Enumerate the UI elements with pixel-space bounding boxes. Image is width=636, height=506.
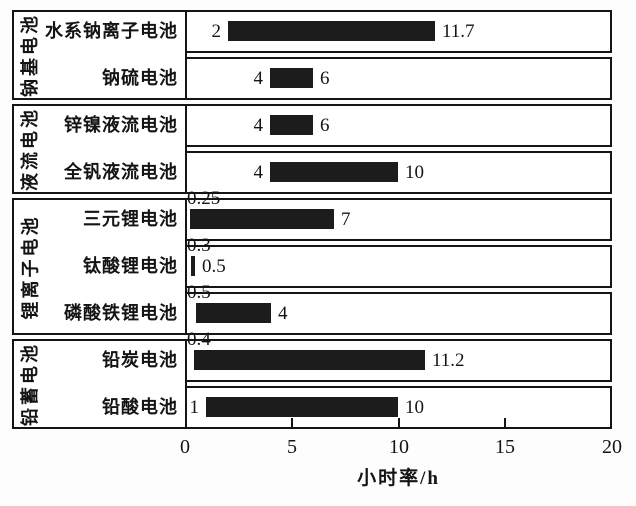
x-axis-tick-label: 15 <box>495 436 515 458</box>
battery-row-label: 铅炭电池 <box>102 350 178 370</box>
x-axis-tick <box>398 418 400 427</box>
battery-row-label: 钛酸锂电池 <box>83 256 178 276</box>
x-axis-label: 小时率/h <box>357 468 440 489</box>
group-box: 锂离子电池 <box>12 198 187 335</box>
bar-min-value: 2 <box>211 21 222 42</box>
x-axis-tick-label: 20 <box>602 436 622 458</box>
bar-max-value: 7 <box>341 209 351 230</box>
bar-max-value: 11.2 <box>432 350 465 371</box>
bar-max-value: 4 <box>278 303 288 324</box>
bar-min-value: 0.25 <box>187 188 221 209</box>
range-bar <box>270 115 313 135</box>
bar-max-value: 6 <box>320 115 330 136</box>
x-axis-tick <box>291 418 293 427</box>
plot-row-box <box>185 57 612 100</box>
battery-row-label: 磷酸铁锂电池 <box>64 303 178 323</box>
bar-min-value: 4 <box>253 162 264 183</box>
group-box: 铅蓄电池 <box>12 339 187 429</box>
battery-row-label: 铅酸电池 <box>102 397 178 417</box>
x-axis-tick-label: 10 <box>389 436 409 458</box>
range-bar <box>191 256 195 276</box>
range-bar <box>270 68 313 88</box>
battery-row-label: 全钒液流电池 <box>64 162 178 182</box>
plot-row-box <box>185 245 612 288</box>
bar-max-value: 11.7 <box>442 21 475 42</box>
battery-row-label: 锌镍液流电池 <box>64 115 178 135</box>
range-bar <box>270 162 398 182</box>
battery-row-label: 钠硫电池 <box>102 68 178 88</box>
group-box: 液流电池 <box>12 104 187 194</box>
battery-row-label: 水系钠离子电池 <box>45 21 178 41</box>
bar-min-value: 0.3 <box>187 235 211 256</box>
bar-max-value: 0.5 <box>202 256 226 277</box>
x-axis-tick-label: 5 <box>287 436 297 458</box>
bar-min-value: 0.4 <box>187 329 211 350</box>
plot-row-box <box>185 151 612 194</box>
range-bar <box>206 397 398 417</box>
bar-min-value: 4 <box>253 115 264 136</box>
range-bar <box>190 209 334 229</box>
bar-max-value: 10 <box>405 162 424 183</box>
range-bar <box>228 21 435 41</box>
bar-min-value: 0.5 <box>187 282 211 303</box>
bar-max-value: 6 <box>320 68 330 89</box>
battery-row-label: 三元锂电池 <box>83 209 178 229</box>
bar-min-value: 1 <box>189 397 200 418</box>
x-axis-tick <box>504 418 506 427</box>
bar-max-value: 10 <box>405 397 424 418</box>
bar-min-value: 4 <box>253 68 264 89</box>
range-bar <box>194 350 425 370</box>
plot-row-box <box>185 104 612 147</box>
x-axis-tick-label: 0 <box>180 436 190 458</box>
group-box: 钠基电池 <box>12 10 187 100</box>
range-bar <box>196 303 271 323</box>
